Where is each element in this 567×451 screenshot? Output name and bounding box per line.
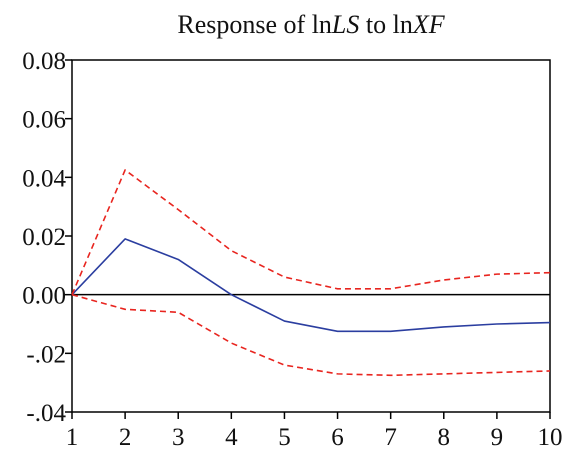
series-line-response: [71, 238, 551, 333]
y-tick-label: 0.02: [22, 224, 66, 251]
y-tick-label: -.02: [26, 341, 66, 368]
chart-title-prefix: Response of ln: [177, 10, 332, 39]
chart-title-var2: XF: [412, 10, 446, 39]
y-tick-label: 0.08: [22, 48, 66, 75]
x-tick-label: 4: [225, 424, 238, 451]
y-tick-label: 0.04: [22, 165, 66, 192]
series-line-upper-band: [71, 169, 551, 295]
x-tick-label: 2: [119, 424, 132, 451]
x-tick-label: 3: [172, 424, 185, 451]
chart-title-var1: LS: [331, 10, 359, 39]
x-tick-label: 10: [538, 424, 563, 451]
y-tick-label: 0.00: [22, 283, 66, 310]
chart-title-mid: to ln: [359, 10, 412, 39]
x-tick-label: 1: [66, 424, 79, 451]
y-tick-label: 0.06: [22, 107, 66, 134]
plot-frame: [71, 59, 551, 413]
y-tick-label: -.04: [26, 400, 66, 427]
x-tick-label: 8: [438, 424, 451, 451]
x-tick-label: 5: [278, 424, 291, 451]
x-tick-label: 9: [491, 424, 504, 451]
x-tick-label: 7: [384, 424, 397, 451]
series-line-lower-band: [71, 293, 551, 377]
x-tick-label: 6: [331, 424, 344, 451]
chart-title: Response of lnLS to lnXF: [177, 10, 445, 39]
plot-area: -.04 -.02 0.00 0.02 0.04 0.06 0.08 1 2 3 4 5 6 7 8 9 10: [22, 48, 562, 451]
